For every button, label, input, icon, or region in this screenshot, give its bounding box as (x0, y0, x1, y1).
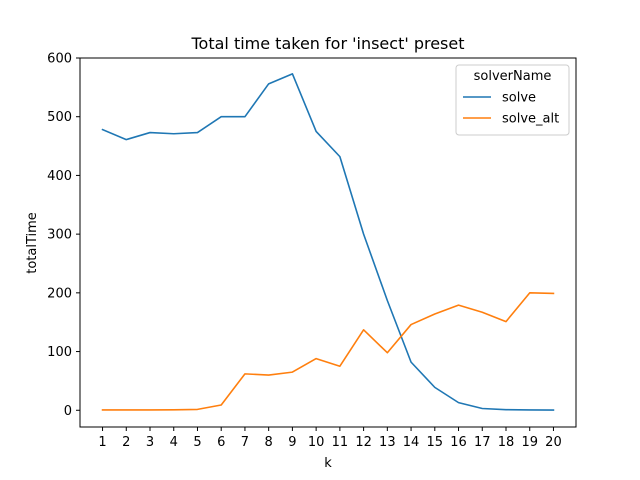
x-tick-label: 18 (498, 435, 515, 450)
x-tick-label: 10 (308, 435, 325, 450)
y-tick-label: 0 (64, 404, 72, 419)
x-tick-label: 4 (170, 435, 178, 450)
x-tick-label: 20 (545, 435, 562, 450)
x-tick-label: 1 (98, 435, 106, 450)
series-line-solve (101, 73, 555, 411)
x-tick-label: 14 (403, 435, 420, 450)
legend-entry: solve_alt (502, 112, 559, 127)
x-tick-label: 11 (332, 435, 349, 450)
x-tick-label: 19 (521, 435, 538, 450)
legend-entry: solve (502, 91, 536, 106)
plot-area: 1 2 3 4 5 6 7 8 9 10 11 12 13 14 15 16 17 18 19 20010020030… (47, 52, 577, 450)
x-tick-label: 17 (474, 435, 491, 450)
y-axis-label: totalTime (25, 212, 40, 274)
x-tick-label: 15 (427, 435, 444, 450)
y-tick-label: 300 (47, 228, 72, 243)
x-axis-label: k (324, 456, 332, 471)
x-tick-label: 9 (288, 435, 296, 450)
y-tick-label: 500 (47, 110, 72, 125)
x-tick-label: 2 (122, 435, 130, 450)
legend: solverName solve solve_alt (455, 64, 570, 136)
y-tick-label: 400 (47, 169, 72, 184)
chart-title: Total time taken for 'insect' preset (190, 34, 464, 53)
y-tick-label: 600 (47, 52, 72, 67)
x-tick-label: 5 (193, 435, 201, 450)
x-tick-label: 6 (217, 435, 225, 450)
x-tick-label: 16 (450, 435, 467, 450)
series-line-solve-alt (101, 292, 555, 411)
plot-frame (79, 57, 577, 428)
x-tick-label: 8 (265, 435, 273, 450)
x-tick-label: 7 (241, 435, 249, 450)
legend-title: solverName (474, 69, 552, 84)
y-tick-label: 200 (47, 286, 72, 301)
x-tick-label: 13 (379, 435, 396, 450)
y-tick-label: 100 (47, 345, 72, 360)
x-tick-label: 12 (355, 435, 372, 450)
x-tick-label: 3 (146, 435, 154, 450)
